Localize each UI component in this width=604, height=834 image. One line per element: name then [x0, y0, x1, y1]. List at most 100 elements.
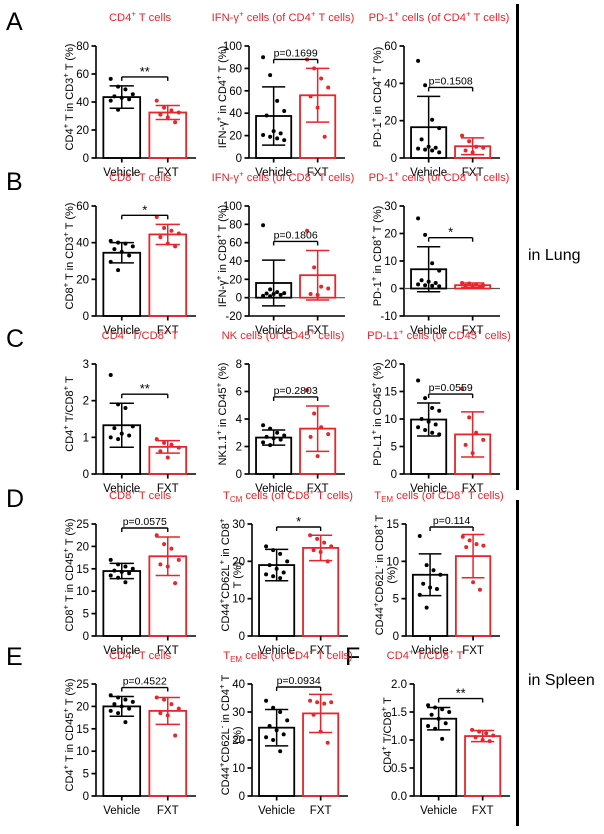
svg-text:FXT: FXT: [307, 325, 329, 337]
svg-text:FXT: FXT: [462, 325, 484, 337]
svg-text:0: 0: [83, 791, 89, 803]
svg-text:5: 5: [83, 609, 89, 621]
y-axis-label: CD4+ T in CD45+ T (%): [61, 678, 76, 792]
chart-title: TEM cells (of CD8+ T cells): [374, 487, 504, 505]
svg-text:1: 1: [83, 432, 89, 444]
significance-label: p=0.1806: [274, 229, 318, 241]
svg-text:10: 10: [386, 556, 399, 568]
svg-text:0: 0: [239, 631, 245, 643]
chart-title: CD8+ T cells: [108, 487, 172, 502]
svg-text:60: 60: [229, 238, 242, 250]
svg-text:Vehicle: Vehicle: [412, 645, 449, 657]
svg-text:40: 40: [229, 256, 242, 268]
chart-title: PD-1+ cells (of CD4+ T cells): [368, 9, 510, 24]
y-axis-label: PD-1+ in CD8+ T (%): [369, 205, 384, 307]
svg-text:0: 0: [236, 469, 242, 481]
svg-text:10: 10: [384, 414, 397, 426]
chart-title: PD-L1+ cells (of CD45+ cells): [367, 327, 511, 342]
svg-text:40: 40: [232, 679, 245, 691]
svg-text:4: 4: [236, 414, 243, 426]
svg-text:FXT: FXT: [462, 645, 484, 657]
svg-text:0: 0: [236, 293, 242, 305]
svg-text:40: 40: [76, 238, 89, 250]
chart-title: CD4+ T cells: [108, 647, 172, 662]
chart-title: CD4+ T/CD8+ T: [101, 327, 179, 342]
svg-text:FXT: FXT: [157, 483, 179, 495]
svg-text:0: 0: [83, 311, 89, 323]
svg-text:1.5: 1.5: [391, 707, 407, 719]
svg-text:0: 0: [391, 284, 397, 296]
svg-text:Vehicle: Vehicle: [103, 805, 140, 817]
svg-text:Vehicle: Vehicle: [255, 483, 292, 495]
y-axis-label: CD8+ T in CD3+ T (%): [61, 202, 76, 310]
panel-letter-B: B: [6, 168, 23, 196]
svg-text:10: 10: [232, 763, 245, 775]
chart-title: TEM cells (of CD4+ T cells): [223, 647, 353, 665]
svg-text:5: 5: [391, 442, 397, 454]
y-axis-label: IFN-γ+ in CD4+ T (%): [214, 45, 229, 149]
svg-text:2: 2: [83, 396, 89, 408]
svg-text:0: 0: [236, 153, 242, 165]
significance-label: p=0.2803: [274, 385, 318, 397]
svg-text:0: 0: [391, 153, 397, 165]
svg-text:Vehicle: Vehicle: [258, 645, 295, 657]
svg-text:5: 5: [83, 769, 89, 781]
chart-title: NK cells (of CD45+ cells): [221, 327, 345, 342]
svg-text:40: 40: [76, 97, 89, 109]
svg-text:0: 0: [393, 631, 399, 643]
svg-text:FXT: FXT: [307, 167, 329, 179]
svg-text:20: 20: [76, 541, 89, 553]
region-label-spleen: in Spleen: [528, 672, 595, 689]
y-axis-label: NK1.1+ in CD45+ (%): [214, 362, 229, 466]
svg-text:30: 30: [232, 519, 245, 531]
svg-text:40: 40: [229, 108, 242, 120]
svg-text:8: 8: [236, 359, 242, 371]
significance-label: p=0.4522: [123, 676, 167, 688]
svg-text:FXT: FXT: [462, 483, 484, 495]
y-axis-label: IFN-γ+ in CD8+ T (%): [214, 204, 229, 308]
svg-text:FXT: FXT: [462, 167, 484, 179]
significance-label: p=0.0934: [277, 675, 321, 687]
chart-title: CD8+ T cells: [108, 169, 172, 184]
svg-text:80: 80: [76, 41, 89, 53]
svg-text:FXT: FXT: [157, 645, 179, 657]
significance-label: p=0.114: [433, 515, 471, 527]
svg-text:Vehicle: Vehicle: [410, 483, 447, 495]
svg-text:60: 60: [229, 86, 242, 98]
svg-text:20: 20: [384, 116, 397, 128]
svg-text:0: 0: [83, 153, 89, 165]
svg-text:30: 30: [232, 707, 245, 719]
svg-text:25: 25: [76, 519, 89, 531]
chart-title: TCM cells (of CD8+ T cells): [223, 487, 353, 505]
panel-letter-F: F: [345, 643, 361, 671]
svg-text:15: 15: [76, 564, 89, 576]
svg-text:2: 2: [236, 442, 242, 454]
significance-label: **: [140, 64, 150, 79]
chart-title: IFN-γ+ cells (of CD4+ T cells): [211, 9, 355, 24]
svg-text:FXT: FXT: [310, 645, 332, 657]
svg-text:Vehicle: Vehicle: [103, 645, 140, 657]
svg-text:0: 0: [83, 469, 89, 481]
svg-text:60: 60: [76, 201, 89, 213]
y-axis-label: CD44+CD62L- in CD4+ T (%): [217, 674, 244, 796]
y-axis-label: CD44+CD62L+ in CD8+ T (%): [217, 518, 244, 632]
svg-text:3: 3: [83, 359, 89, 371]
svg-text:0: 0: [239, 791, 245, 803]
svg-text:80: 80: [229, 219, 242, 231]
svg-text:10: 10: [232, 594, 245, 606]
svg-text:5: 5: [393, 594, 399, 606]
svg-text:10: 10: [384, 256, 397, 268]
svg-text:Vehicle: Vehicle: [410, 325, 447, 337]
svg-text:20: 20: [384, 229, 397, 241]
svg-text:25: 25: [76, 679, 89, 691]
chart-title: CD4+ T/CD8+ T: [386, 647, 464, 662]
panel-letter-D: D: [6, 485, 25, 513]
svg-text:-10: -10: [380, 311, 397, 323]
svg-text:0: 0: [391, 469, 397, 481]
svg-text:20: 20: [76, 125, 89, 137]
svg-text:FXT: FXT: [307, 483, 329, 495]
svg-text:20: 20: [232, 735, 245, 747]
svg-text:20: 20: [384, 359, 397, 371]
svg-text:Vehicle: Vehicle: [103, 167, 140, 179]
svg-text:20: 20: [229, 131, 242, 143]
